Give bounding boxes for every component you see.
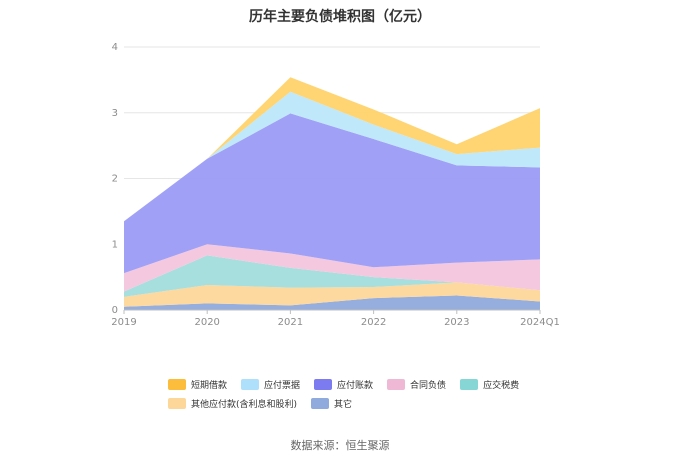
legend-item[interactable]: 应交税费 [460,378,519,391]
x-tick-label: 2024Q1 [520,317,560,328]
legend-item[interactable]: 应付票据 [241,378,300,391]
x-tick-label: 2022 [361,317,386,328]
legend-swatch [168,398,186,409]
chart-title: 历年主要负债堆积图（亿元） [249,9,431,25]
y-tick-label: 3 [112,108,118,119]
area-series[interactable] [124,91,540,222]
legend-label: 合同负债 [410,381,447,391]
legend-label: 应付账款 [337,381,374,391]
legend-swatch [241,379,260,390]
area-series[interactable] [124,244,540,292]
area-series[interactable] [124,255,540,297]
legend-item[interactable]: 短期借款 [168,378,227,391]
x-tick-label: 2019 [111,317,136,328]
y-tick-label: 2 [112,174,118,185]
legend-label: 其它 [334,400,353,410]
legend-swatch [168,379,186,390]
legend-swatch [387,379,406,390]
legend-swatch [314,379,333,390]
area-series[interactable] [124,282,540,307]
legend-label: 短期借款 [191,381,228,391]
legend-swatch [460,379,479,390]
x-tick-label: 2020 [194,317,219,328]
data-source-note: 数据来源：恒生聚源 [290,439,390,452]
legend: 短期借款 应付票据 应付账款 合同负债 应交税费其他应付款(含利息和股利) 其它 [168,378,548,410]
axis-layer: 0 1 2 3 4 2019 2020 2021 2022 2023 2024Q1 [111,42,560,328]
legend-item[interactable]: 其他应付款(含利息和股利) [168,397,297,410]
area-series[interactable] [124,77,540,222]
legend-label: 应交税费 [483,381,520,391]
legend-item[interactable]: 合同负债 [387,378,446,391]
legend-item[interactable]: 应付账款 [314,378,373,391]
legend-item[interactable]: 其它 [311,397,352,410]
legend-swatch [311,398,330,409]
x-tick-label: 2021 [278,317,303,328]
y-tick-label: 0 [112,305,118,316]
legend-label: 应付票据 [264,381,301,391]
area-series[interactable] [124,113,540,274]
legend-label: 其他应付款(含利息和股利) [191,400,298,410]
y-tick-label: 4 [112,42,118,53]
area-layer [124,77,540,310]
x-tick-label: 2023 [444,317,469,328]
y-tick-label: 1 [112,239,118,250]
area-series[interactable] [124,295,540,310]
